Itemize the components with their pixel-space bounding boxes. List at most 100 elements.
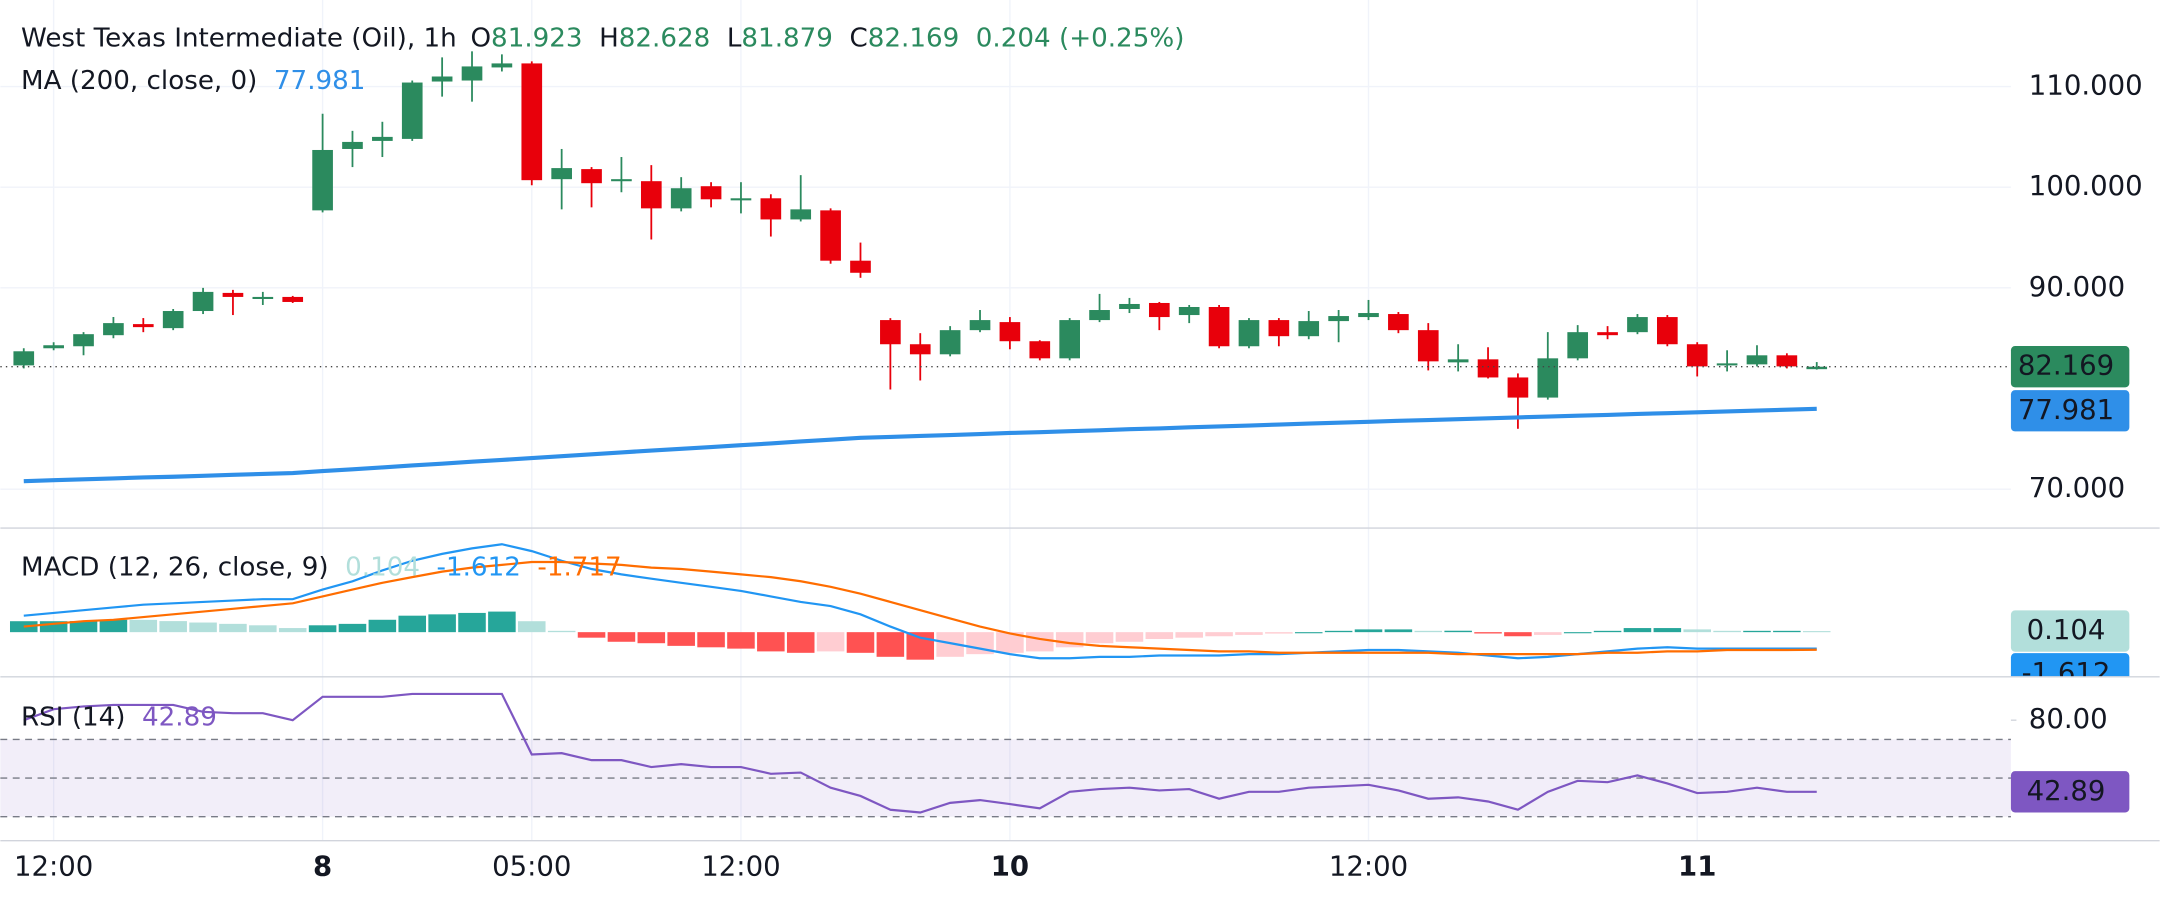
macd-price-box <box>2010 653 2130 677</box>
hist-price-box <box>2010 610 2130 652</box>
candle-body <box>670 188 692 209</box>
candle-body <box>73 334 94 347</box>
candle-body <box>1746 355 1768 365</box>
macd-boxes: 0.104 -1.612 <box>2010 610 2130 677</box>
histogram-bar <box>1115 632 1144 642</box>
candle-body <box>13 351 35 366</box>
histogram-bar <box>1683 629 1711 633</box>
rsi-price-text: 42.89 <box>2027 775 2106 807</box>
x-tick-label: 10 <box>991 851 1029 883</box>
histogram-bar <box>1474 632 1502 634</box>
signal-line <box>23 560 1817 656</box>
histogram-bar <box>1205 632 1233 637</box>
candle-body <box>1089 310 1110 321</box>
ohlc-letter: L <box>727 23 742 53</box>
candle-body <box>1059 320 1080 359</box>
y-tick-label: 100.000 <box>2029 170 2143 202</box>
x-tick-label: 12:00 <box>701 851 780 883</box>
candle-body <box>372 136 393 141</box>
histogram-bar <box>1085 632 1114 644</box>
candle-body <box>850 260 871 273</box>
candle-body <box>581 169 602 184</box>
labels: West Texas Intermediate (Oil), 1h O81.923… <box>14 23 2143 883</box>
histogram-bar <box>308 625 337 633</box>
price-pane <box>13 51 1828 484</box>
ohlc-value: 82.169 <box>868 23 960 53</box>
ma-price-box <box>2010 390 2130 432</box>
candle-body <box>192 291 214 312</box>
ohlc-letter: H <box>599 23 619 53</box>
ohlc-value: 82.628 <box>619 23 711 53</box>
candle-body <box>1029 341 1051 359</box>
hist-price-text: 0.104 <box>2027 614 2106 646</box>
histogram-bar <box>577 632 606 638</box>
candle-body <box>1268 320 1290 337</box>
candle-body <box>1447 359 1469 363</box>
histogram-bar <box>1802 631 1831 633</box>
candle-body <box>700 186 722 200</box>
histogram-bar <box>39 621 68 633</box>
rsi-price-box <box>2010 771 2130 813</box>
histogram-bar <box>1414 630 1443 633</box>
histogram-bar <box>99 619 128 633</box>
x-tick-label: 8 <box>313 851 332 883</box>
histogram-bar <box>1743 630 1771 633</box>
candle-body <box>640 181 662 209</box>
ma-value: 77.981 <box>274 66 366 96</box>
hist-value: 0.104 <box>345 552 420 582</box>
x-tick-label: 12:00 <box>1329 851 1408 883</box>
x-tick-label: 11 <box>1678 851 1716 883</box>
histogram-bar <box>278 628 307 633</box>
histogram-bar <box>1026 632 1054 652</box>
histogram-bar <box>1444 630 1472 633</box>
candle-body <box>1776 355 1798 367</box>
candle-body <box>1238 320 1260 347</box>
histogram-bar <box>368 619 397 633</box>
candle-body <box>1627 317 1648 333</box>
histogram-bar <box>1653 628 1682 633</box>
candle-body <box>1597 332 1618 336</box>
candle-body <box>790 209 812 220</box>
ohlc-value: 81.923 <box>491 23 583 53</box>
candle-body <box>730 198 752 201</box>
histogram-bar <box>488 611 516 633</box>
histogram-bar <box>876 632 905 657</box>
ma-name: MA (200, close, 0) <box>21 66 257 96</box>
last-price-box <box>2010 346 2130 388</box>
candle-body <box>1388 314 1409 331</box>
last-price-text: 82.169 <box>2018 350 2114 382</box>
candle-body <box>312 149 333 211</box>
candle-body <box>222 292 244 297</box>
macd-line <box>23 543 1817 660</box>
candle-body <box>969 320 991 331</box>
histogram-bar <box>518 621 546 633</box>
candle-body <box>43 345 64 349</box>
histogram-bar <box>966 632 994 655</box>
grid <box>0 0 2017 841</box>
histogram-bar <box>1773 630 1801 633</box>
candle-body <box>909 344 931 355</box>
candle-body <box>939 330 961 355</box>
histogram-bar <box>189 622 217 633</box>
histogram-bar <box>607 632 636 642</box>
ohlc-letter: O <box>470 23 491 53</box>
histogram-bar <box>398 615 427 633</box>
histogram-bar <box>249 625 277 633</box>
rsi-pane <box>23 692 1817 814</box>
candle-body <box>1686 344 1708 367</box>
x-tick-label: 12:00 <box>14 851 93 883</box>
ma-price-text: 77.981 <box>2018 394 2114 426</box>
histogram-bar <box>667 632 695 646</box>
marks <box>0 51 2011 814</box>
histogram-bar <box>1294 632 1323 634</box>
histogram-bar <box>637 632 666 644</box>
histogram-bar <box>1534 632 1562 635</box>
candle-body <box>162 311 184 329</box>
candle-body <box>999 322 1021 342</box>
histogram-bar <box>1384 629 1413 633</box>
candle-body <box>611 179 632 182</box>
histogram-bar <box>159 621 187 633</box>
candle-body <box>1148 302 1170 318</box>
histogram-bar <box>1324 630 1353 633</box>
